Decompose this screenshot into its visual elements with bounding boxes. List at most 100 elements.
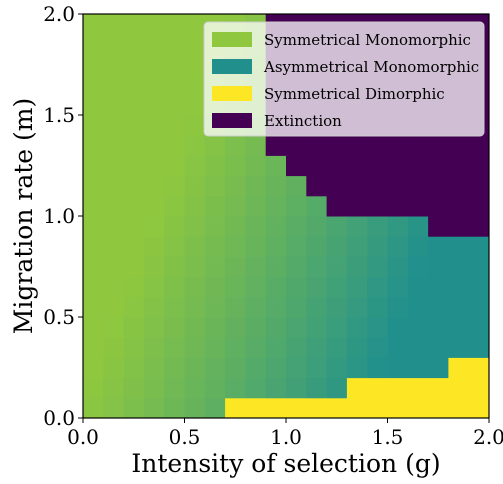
heatmap-cell [143, 377, 165, 399]
heatmap-cell [265, 135, 287, 156]
heatmap-cell [184, 115, 206, 136]
legend-box [203, 21, 485, 137]
heatmap-cell [225, 276, 246, 298]
heatmap-cell [265, 155, 287, 177]
heatmap-cell [225, 397, 246, 419]
heatmap-cell [245, 357, 267, 379]
heatmap-cell [265, 216, 287, 237]
heatmap-cell [428, 337, 449, 358]
heatmap-cell [103, 216, 125, 237]
heatmap-cell [103, 155, 125, 177]
heatmap-cell [286, 296, 307, 318]
heatmap-cell [164, 337, 185, 358]
heatmap-cell [387, 256, 409, 278]
heatmap-cell [286, 135, 307, 156]
y-tick-label: 2.0 [43, 2, 75, 26]
heatmap-cell [346, 195, 368, 217]
heatmap-cell [468, 397, 490, 419]
heatmap-cell [143, 115, 165, 136]
heatmap-cell [245, 216, 267, 237]
heatmap-cell [428, 276, 449, 298]
heatmap-cell [245, 256, 267, 278]
heatmap-cell [407, 357, 429, 379]
heatmap-cell [164, 155, 185, 177]
heatmap-cell [123, 377, 145, 399]
heatmap-cell [164, 216, 185, 237]
heatmap-cell [468, 135, 490, 156]
heatmap-cell [225, 377, 246, 399]
heatmap-cell [448, 397, 470, 419]
heatmap-cell [103, 135, 125, 156]
heatmap-cell [103, 377, 125, 399]
heatmap-cell [346, 317, 368, 338]
heatmap-cell [367, 175, 388, 197]
heatmap-cell [326, 357, 348, 379]
heatmap-cell [428, 195, 449, 217]
heatmap-cell [123, 155, 145, 177]
heatmap-cell [184, 74, 206, 96]
heatmap-cell [225, 357, 246, 379]
heatmap-cell [387, 296, 409, 318]
x-tick-label: 0.5 [169, 425, 201, 449]
heatmap-cell [143, 357, 165, 379]
heatmap-cell [428, 317, 449, 338]
heatmap-cell [204, 317, 226, 338]
heatmap-cell [468, 276, 490, 298]
heatmap-cell [326, 135, 348, 156]
heatmap-cell [407, 317, 429, 338]
heatmap-cell [326, 236, 348, 257]
x-tick-label: 2.0 [473, 425, 503, 449]
heatmap-cell [245, 337, 267, 358]
heatmap-cell [143, 175, 165, 197]
heatmap-cell [468, 317, 490, 338]
heatmap-cell [468, 357, 490, 379]
heatmap-cell [103, 94, 125, 116]
heatmap-cell [306, 397, 328, 419]
heatmap-cell [204, 236, 226, 257]
heatmap-cell [164, 357, 185, 379]
heatmap-cell [245, 397, 267, 419]
legend-label: Extinction [264, 112, 342, 130]
heatmap-cell [204, 397, 226, 419]
heatmap-cell [225, 155, 246, 177]
heatmap-cell [387, 397, 409, 419]
heatmap-cell [428, 377, 449, 399]
heatmap-cell [367, 256, 388, 278]
heatmap-cell [265, 256, 287, 278]
heatmap-cell [225, 296, 246, 318]
heatmap-cell [265, 357, 287, 379]
heatmap-cell [123, 357, 145, 379]
heatmap-cell [225, 216, 246, 237]
heatmap-cell [367, 195, 388, 217]
heatmap-cell [83, 175, 104, 197]
heatmap-cell [83, 216, 104, 237]
heatmap-cell [286, 357, 307, 379]
heatmap-cell [123, 54, 145, 76]
heatmap-cell [83, 14, 104, 35]
heatmap-cell [103, 296, 125, 318]
legend-label: Symmetrical Monomorphic [264, 31, 471, 49]
heatmap-cell [428, 397, 449, 419]
heatmap-cell [387, 236, 409, 257]
heatmap-cell [245, 155, 267, 177]
legend-swatch [212, 86, 252, 101]
heatmap-cell [346, 397, 368, 419]
heatmap-cell [204, 357, 226, 379]
heatmap-cell [428, 175, 449, 197]
heatmap-cell [83, 74, 104, 96]
heatmap-cell [367, 397, 388, 419]
heatmap-cell [407, 256, 429, 278]
heatmap-cell [387, 357, 409, 379]
heatmap-cell [225, 195, 246, 217]
heatmap-cell [164, 236, 185, 257]
heatmap-cell [428, 296, 449, 318]
heatmap-cell [103, 175, 125, 197]
heatmap-cell [265, 337, 287, 358]
heatmap-cell [407, 337, 429, 358]
heatmap-cell [184, 54, 206, 76]
heatmap-cell [468, 377, 490, 399]
heatmap-cell [164, 317, 185, 338]
heatmap-cell [143, 34, 165, 55]
heatmap-cell [245, 195, 267, 217]
heatmap-cell [123, 94, 145, 116]
